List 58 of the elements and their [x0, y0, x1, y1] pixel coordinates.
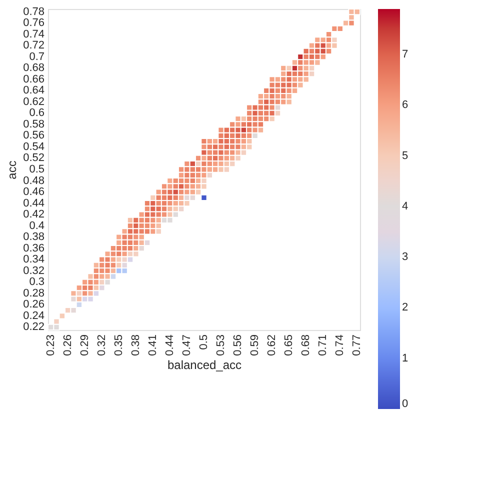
color-bar-label: 6	[402, 99, 408, 112]
y-tick-label: 0.66	[23, 73, 44, 86]
y-axis-title: acc	[5, 160, 20, 180]
color-bar-label: 4	[402, 200, 408, 212]
x-tick-label: 0.53	[215, 334, 228, 356]
y-tick-label: 0.74	[23, 28, 44, 40]
y-tick-label: 0.42	[23, 208, 44, 221]
y-tick-label: 0.6	[29, 107, 44, 120]
x-tick-label: 0.68	[300, 334, 312, 356]
y-tick-label: 0.48	[23, 174, 44, 187]
x-tick-label: 0.26	[62, 334, 74, 356]
y-tick-label: 0.58	[23, 118, 44, 130]
color-bar-label: 1	[402, 352, 408, 364]
x-tick-label: 0.47	[180, 334, 193, 356]
y-tick-label: 0.72	[23, 40, 44, 52]
y-tick-label: 0.56	[23, 130, 44, 142]
x-tick-label: 0.71	[317, 334, 330, 356]
x-tick-label: 0.74	[334, 334, 346, 356]
x-tick-label: 0.38	[130, 334, 142, 356]
y-tick-label: 0.52	[23, 152, 44, 164]
y-tick-label: 0.76	[23, 17, 44, 30]
x-tick-label: 0.35	[112, 334, 125, 356]
y-tick-label: 0.54	[23, 140, 44, 153]
x-tick-label: 0.44	[164, 334, 176, 356]
x-tick-label: 0.29	[78, 334, 91, 356]
y-tick-label: 0.26	[23, 298, 44, 311]
y-tick-label: 0.78	[23, 6, 44, 18]
y-tick-label: 0.28	[23, 287, 44, 300]
y-tick-label: 0.44	[23, 197, 44, 210]
x-tick-label: 0.56	[232, 334, 244, 356]
x-tick-label: 0.59	[249, 334, 262, 356]
y-tick-label: 0.5	[29, 164, 44, 176]
y-tick-label: 0.4	[29, 220, 44, 232]
x-tick-label: 0.32	[96, 334, 108, 356]
y-tick-label: 0.34	[23, 254, 44, 266]
y-tick-label: 0.24	[23, 310, 44, 322]
y-tick-label: 0.62	[23, 96, 44, 108]
y-tick-label: 0.46	[23, 186, 44, 198]
y-tick-label: 0.22	[23, 321, 44, 334]
y-tick-label: 0.38	[23, 231, 44, 244]
x-tick-label: 0.41	[146, 334, 159, 356]
color-bar-label: 2	[402, 302, 408, 314]
x-tick-label: 0.62	[266, 334, 278, 356]
x-tick-label: 0.23	[44, 334, 57, 356]
color-bar-label: 5	[402, 150, 408, 162]
x-tick-label: 0.77	[351, 334, 364, 356]
y-tick-label: 0.64	[23, 84, 44, 97]
x-tick-label: 0.5	[198, 334, 210, 350]
color-bar-label: 7	[402, 48, 408, 61]
y-tick-label: 0.36	[23, 242, 44, 254]
y-tick-label: 0.7	[29, 50, 44, 63]
color-bar-label: 0	[402, 398, 408, 410]
color-bar-label: 3	[402, 251, 408, 264]
y-tick-label: 0.3	[29, 276, 44, 288]
y-tick-label: 0.32	[23, 264, 44, 277]
y-tick-label: 0.68	[23, 62, 44, 74]
x-tick-label: 0.65	[283, 334, 296, 356]
x-axis-title: balanced_acc	[167, 358, 242, 372]
